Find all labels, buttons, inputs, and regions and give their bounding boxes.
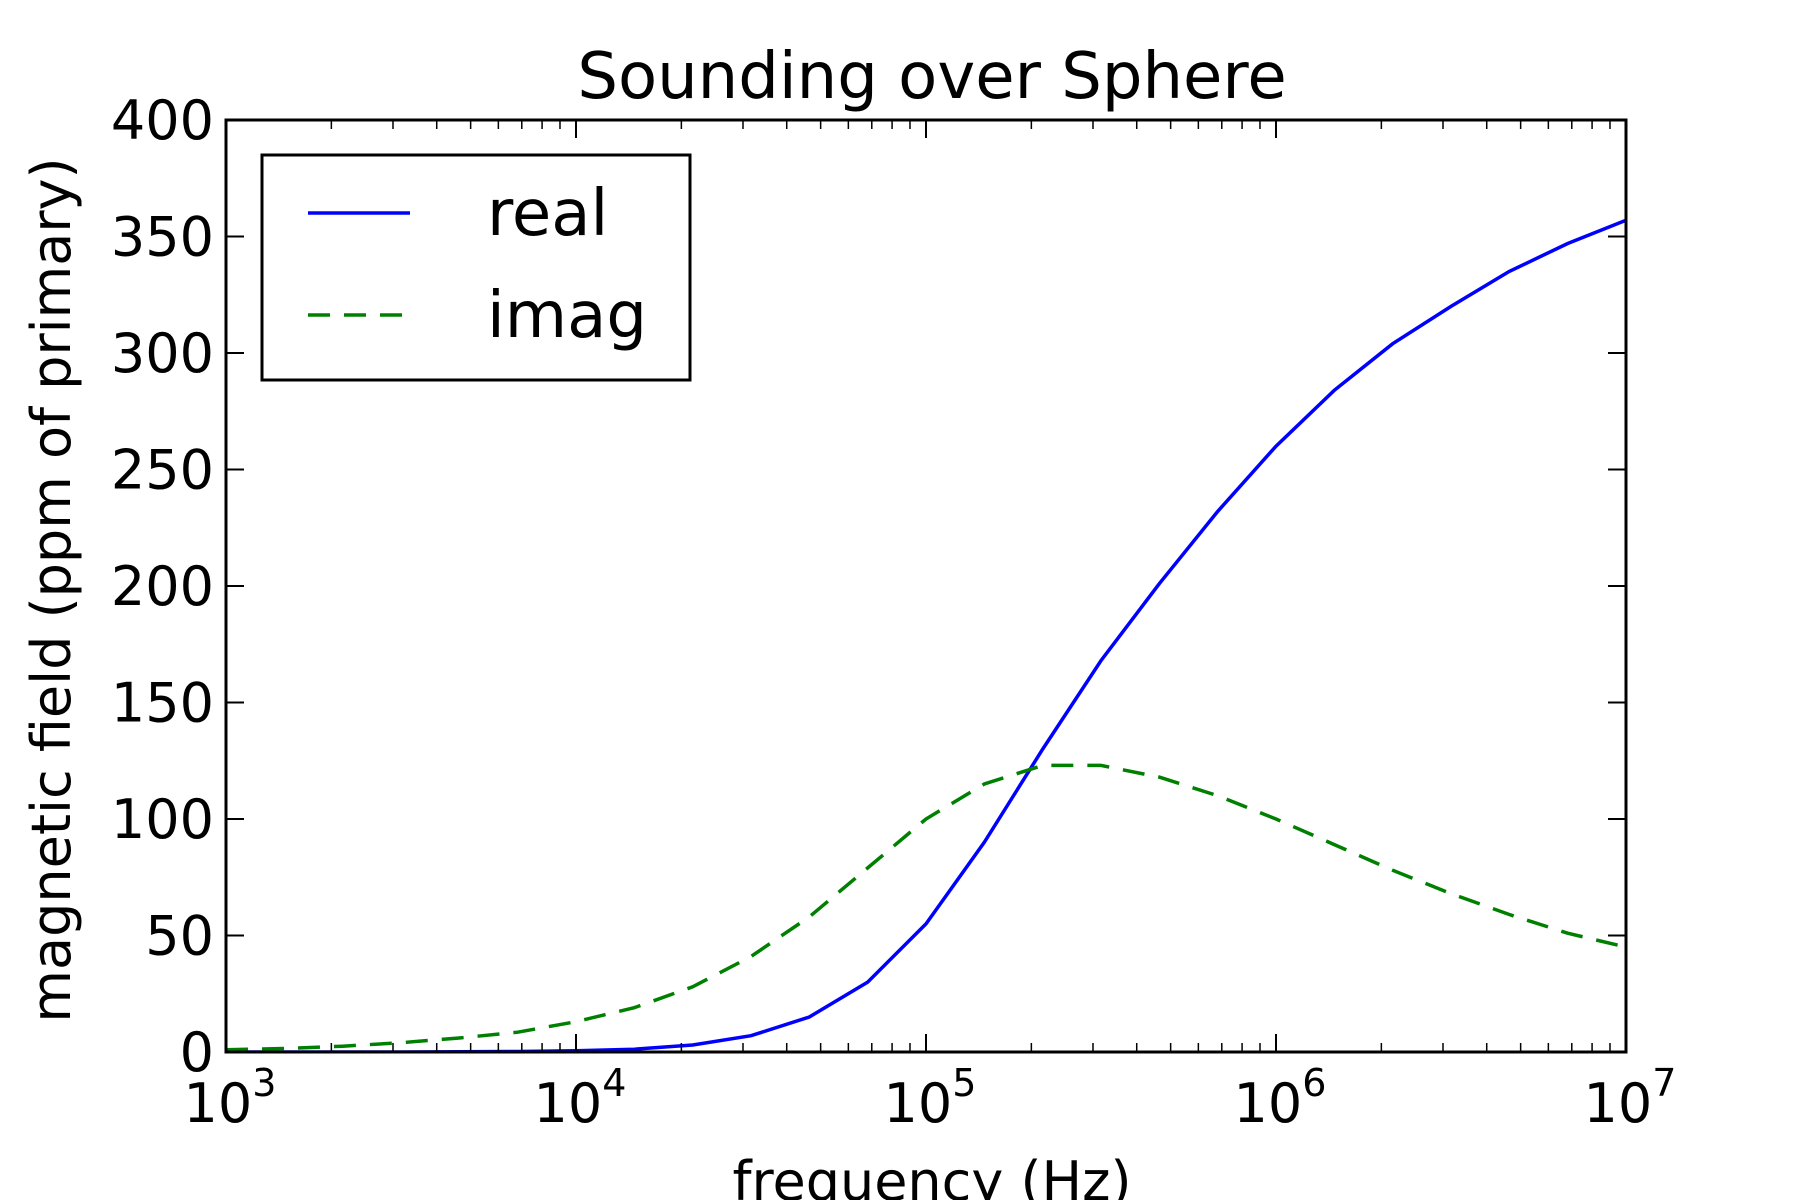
x-tick-exponent: 7 (1652, 1061, 1676, 1105)
legend-label-imag: imag (487, 279, 647, 353)
x-tick-label: 103 (184, 1061, 277, 1135)
x-tick-exponent: 3 (252, 1061, 276, 1105)
plot-frame (224, 118, 1628, 1054)
chart-title: Sounding over Sphere (577, 40, 1286, 114)
series-line-imag (226, 763, 1626, 1052)
y-tick-label: 0 (180, 1021, 214, 1084)
x-tick-base: 10 (534, 1072, 603, 1135)
y-tick-label: 200 (111, 555, 214, 618)
y-axis-label: magnetic field (ppm of primary) (20, 157, 83, 1022)
y-tick-label: 50 (145, 905, 214, 968)
x-tick-exponent: 6 (1302, 1061, 1326, 1105)
x-tick-label: 107 (1584, 1061, 1677, 1135)
x-tick-base: 10 (884, 1072, 953, 1135)
x-tick-base: 10 (1234, 1072, 1303, 1135)
x-axis-label: frequency (Hz) (732, 1150, 1131, 1200)
x-tick-base: 10 (1584, 1072, 1653, 1135)
legend-label-real: real (487, 177, 608, 251)
x-tick-label: 106 (1234, 1061, 1327, 1135)
y-tick-label: 350 (111, 206, 214, 269)
x-tick-exponent: 5 (952, 1061, 976, 1105)
y-tick-label: 150 (111, 672, 214, 735)
x-tick-exponent: 4 (602, 1061, 626, 1105)
x-tick-base: 10 (184, 1072, 253, 1135)
y-tick-label: 100 (111, 788, 214, 851)
x-tick-label: 104 (534, 1061, 627, 1135)
x-tick-label: 105 (884, 1061, 977, 1135)
legend-box (260, 153, 692, 382)
y-tick-label: 300 (111, 322, 214, 385)
y-tick-label: 250 (111, 439, 214, 502)
y-tick-label: 400 (111, 89, 214, 152)
